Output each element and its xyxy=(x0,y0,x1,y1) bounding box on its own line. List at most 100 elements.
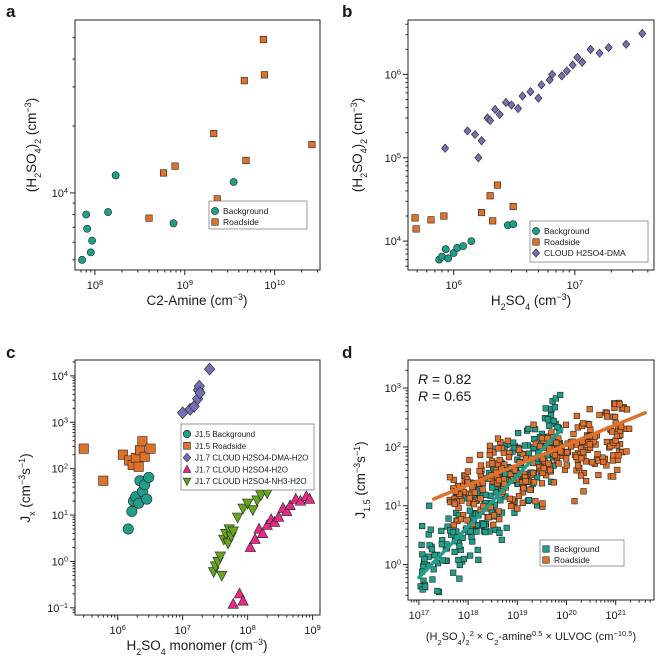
data-point xyxy=(137,436,148,447)
data-point xyxy=(411,214,419,222)
data-point xyxy=(440,212,448,220)
data-point xyxy=(482,529,489,536)
data-point xyxy=(604,413,611,420)
data-point xyxy=(603,438,610,446)
data-point xyxy=(490,521,497,528)
data-point xyxy=(260,71,268,79)
data-point xyxy=(441,143,450,153)
panel-c: 106 107 108 109 10−1 100 101 102 103 104 H2SO4 m… xyxy=(17,359,321,656)
data-point xyxy=(78,443,89,454)
data-point xyxy=(586,441,593,448)
legend-marker xyxy=(532,248,540,258)
data-point xyxy=(141,493,153,505)
x-ticks: 1017 1018 1019 1020 1021 xyxy=(409,600,651,622)
legend-label: J1.7 CLOUD H2SO4-NH3-H2O xyxy=(195,477,307,486)
data-point xyxy=(587,426,594,433)
data-point xyxy=(430,566,437,573)
y-tick-label: 10−1 xyxy=(47,600,68,615)
data-point xyxy=(515,429,522,437)
legend-marker xyxy=(542,556,550,564)
data-point xyxy=(604,42,613,53)
data-point xyxy=(242,156,250,164)
data-point xyxy=(98,475,109,486)
data-point xyxy=(194,386,206,400)
x-tick-label: 108 xyxy=(87,278,103,293)
data-point xyxy=(519,451,526,458)
data-point xyxy=(438,541,445,548)
data-point xyxy=(486,115,495,126)
data-point xyxy=(603,462,610,469)
data-point xyxy=(538,480,546,487)
data-point xyxy=(622,39,631,49)
data-point xyxy=(456,575,463,582)
data-point xyxy=(496,516,503,523)
data-point xyxy=(428,546,436,553)
x-ticks: 106 107 xyxy=(416,270,649,292)
panel-b: 106 107 104 105 106 H2SO4 (cm−3) (H2SO4)2 (… xyxy=(349,19,655,312)
data-point xyxy=(303,492,316,504)
data-point xyxy=(412,225,420,233)
data-point xyxy=(464,468,471,475)
data-point xyxy=(475,556,482,563)
data-point xyxy=(497,497,504,504)
data-point xyxy=(583,477,590,485)
data-point xyxy=(470,129,479,140)
data-point xyxy=(460,555,467,563)
data-point xyxy=(214,551,227,563)
y-tick-label: 104 xyxy=(385,234,401,249)
data-point xyxy=(542,405,549,412)
data-point xyxy=(548,69,557,80)
x-tick-label: 107 xyxy=(174,623,190,638)
x-tick-label: 108 xyxy=(239,623,255,638)
data-point xyxy=(445,515,452,522)
data-point xyxy=(450,521,457,529)
data-point xyxy=(494,435,502,442)
x-tick-label: 1010 xyxy=(264,278,285,293)
data-point xyxy=(244,541,257,552)
data-point xyxy=(419,522,426,530)
data-point xyxy=(551,404,558,411)
data-point xyxy=(510,439,517,446)
data-point xyxy=(534,93,543,103)
data-point xyxy=(474,546,481,554)
y-tick-label: 103 xyxy=(385,381,401,396)
data-point xyxy=(580,449,587,456)
data-point xyxy=(145,214,153,222)
legend-marker xyxy=(182,477,192,487)
data-point xyxy=(609,428,616,435)
data-point xyxy=(586,421,593,428)
x-axis-label: H2SO4 monomer (cm−3) xyxy=(126,637,267,656)
data-point xyxy=(233,587,246,599)
data-point xyxy=(117,449,128,460)
legend-marker xyxy=(211,207,219,215)
data-point xyxy=(536,443,543,450)
data-point xyxy=(526,87,535,97)
data-point xyxy=(471,489,478,496)
data-point xyxy=(578,57,587,67)
data-point xyxy=(477,495,484,502)
data-point xyxy=(467,552,474,559)
data-point xyxy=(227,526,239,538)
data-point xyxy=(466,507,473,514)
data-point xyxy=(521,442,528,449)
data-point xyxy=(261,518,273,530)
data-point xyxy=(495,445,502,452)
data-point xyxy=(204,362,216,376)
data-point xyxy=(508,503,515,510)
data-point xyxy=(537,80,546,90)
x-axis-label: (H2SO4)22 × C2-amine0.5 × ULVOC (cm−10.5… xyxy=(426,629,636,647)
y-tick-label: 102 xyxy=(52,461,68,476)
data-point xyxy=(582,458,590,465)
data-point xyxy=(467,237,476,246)
data-point xyxy=(88,236,96,245)
data-point xyxy=(438,527,445,534)
data-point xyxy=(169,219,178,228)
fit-line xyxy=(417,427,564,580)
data-point xyxy=(463,126,472,136)
data-point xyxy=(486,451,493,459)
y-tick-label: 101 xyxy=(52,508,68,523)
data-point xyxy=(489,484,496,491)
x-axis-label: C2-Amine (cm−3) xyxy=(146,292,247,308)
data-point xyxy=(143,471,155,483)
data-point xyxy=(609,457,616,464)
